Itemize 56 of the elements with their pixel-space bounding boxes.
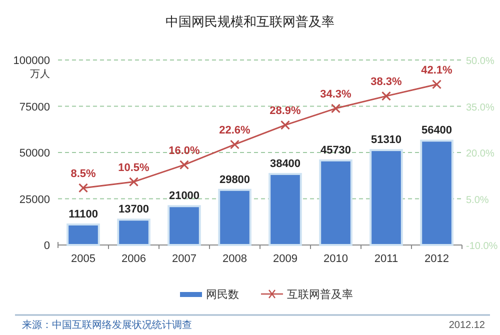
bar [66,223,100,246]
y-axis-title: 万人 [30,69,50,80]
bar [420,140,454,246]
point [129,177,138,187]
point [230,140,240,150]
y2-tick-label: 35.0% [466,102,494,114]
data-label: 28.9% [270,105,302,118]
data-label: 38.3% [370,76,402,88]
text: 2012.12 [448,320,486,331]
point [180,160,189,170]
point [382,91,391,101]
data-label: 38400 [270,158,301,170]
x-tick-label: 2011 [374,253,398,265]
data-label: 42.1% [421,64,453,76]
chart-title: 中国网民规模和互联网普及率 [166,14,334,29]
data-label: 21000 [168,190,200,202]
x-tick-label: 2005 [71,253,96,265]
x-tick-label: 2006 [122,253,146,265]
data-label: 13700 [118,204,150,216]
source-note: 来源：中国互联网络发展状况统计调查 [22,319,192,331]
data-label: 34.3% [320,88,352,100]
x-tick-label: 2008 [222,253,247,265]
point [331,104,340,114]
y-tick-label: 25000 [19,194,50,206]
y-tick-label: 50000 [19,148,50,160]
data-label: 29800 [219,174,250,186]
data-label: 45730 [320,144,352,156]
bar [268,172,302,246]
data-label: 16.0% [168,144,200,157]
bar [117,218,150,246]
y-tick-label: 100000 [13,55,50,67]
x-tick-label: 2010 [324,253,348,265]
data-label: 22.6% [219,124,251,136]
bar [370,149,403,246]
y2-tick-label: 50.0% [466,56,494,67]
legend-label: 互联网普及率 [287,288,353,301]
point [432,80,442,90]
legend-label: 网民数 [206,289,239,301]
x-tick-label: 2007 [172,253,196,265]
y2-tick-label: 20.0% [466,148,494,160]
bar [319,159,352,246]
data-label: 11100 [68,208,98,220]
data-label: 51310 [370,134,402,146]
data-label: 8.5% [70,168,96,180]
point [280,120,290,130]
x-tick-label: 2012 [424,253,449,265]
y2-tick-label: -10.0% [466,241,498,252]
data-label: 10.5% [118,162,150,174]
x-tick-label: 2009 [273,253,298,265]
point [78,183,88,193]
y-tick-label: 0 [44,240,50,252]
bar [218,188,252,246]
data-label: 56400 [421,124,452,137]
bar [168,205,201,246]
y-tick-label: 75000 [19,101,50,114]
y2-tick-label: 5.0% [466,194,489,206]
